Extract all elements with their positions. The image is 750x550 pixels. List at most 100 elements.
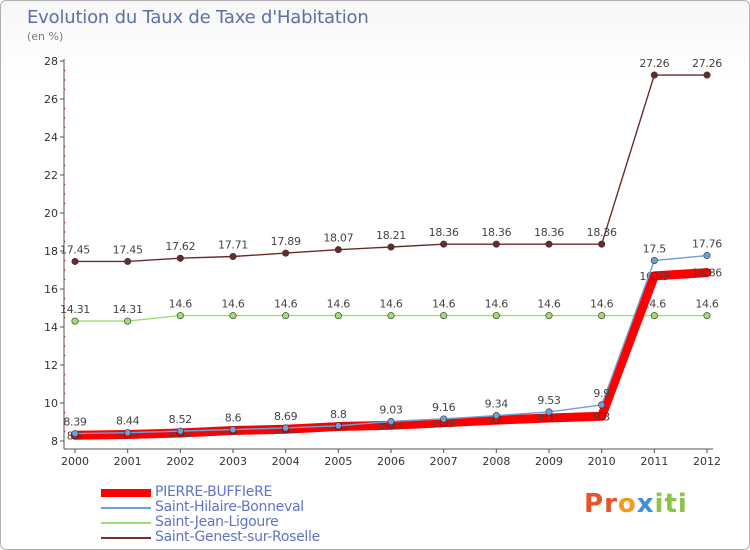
legend-swatch <box>101 537 151 539</box>
data-label-saint-genest-sur-roselle: 18.36 <box>587 226 617 239</box>
data-point-saint-hilaire-bonneval <box>282 424 290 432</box>
data-point-saint-hilaire-bonneval <box>650 256 658 264</box>
data-point-saint-jean-ligoure <box>71 317 79 325</box>
data-point-saint-jean-ligoure <box>650 312 658 320</box>
x-tick-label: 2009 <box>535 455 563 468</box>
y-minor-tick <box>63 278 66 281</box>
data-point-saint-jean-ligoure <box>703 312 711 320</box>
data-label-saint-hilaire-bonneval: 8.44 <box>116 415 140 428</box>
y-tick-label: 12 <box>44 359 58 372</box>
x-tick-label: 2002 <box>166 455 194 468</box>
data-point-saint-hilaire-bonneval <box>440 415 448 423</box>
legend-label: Saint-Hilaire-Bonneval <box>155 499 304 515</box>
data-label-saint-hilaire-bonneval: 8.69 <box>274 410 298 423</box>
data-label-saint-jean-ligoure: 14.31 <box>60 303 90 316</box>
y-minor-tick <box>63 373 66 376</box>
data-point-saint-genest-sur-roselle <box>650 71 658 79</box>
legend-label: Saint-Genest-sur-Roselle <box>155 529 320 545</box>
y-tick-label: 28 <box>44 55 58 68</box>
y-minor-tick <box>63 69 66 72</box>
data-point-saint-genest-sur-roselle <box>282 249 290 257</box>
legend-swatch <box>101 507 151 509</box>
legend-swatch <box>101 489 151 497</box>
data-point-saint-genest-sur-roselle <box>492 240 500 248</box>
data-label-pierre-buffiere: 16.69 <box>639 270 669 283</box>
proxiti-logo: Proxiti <box>584 489 688 519</box>
unit-label: (en %) <box>27 30 64 43</box>
y-minor-tick <box>63 307 66 309</box>
x-tick-label: 2010 <box>588 455 616 468</box>
data-label-saint-genest-sur-roselle: 17.89 <box>271 235 301 248</box>
data-label-saint-jean-ligoure: 14.6 <box>485 298 509 311</box>
y-tick-label: 18 <box>44 245 58 258</box>
y-minor-tick <box>63 421 66 423</box>
data-point-saint-hilaire-bonneval <box>703 252 711 260</box>
data-point-saint-hilaire-bonneval <box>71 430 79 438</box>
data-label-saint-hilaire-bonneval: 8.8 <box>330 408 347 421</box>
data-label-saint-genest-sur-roselle: 18.36 <box>429 226 459 239</box>
data-point-saint-genest-sur-roselle <box>176 254 184 262</box>
data-label-saint-genest-sur-roselle: 17.45 <box>60 243 90 256</box>
data-label-saint-hilaire-bonneval: 17.5 <box>643 243 667 256</box>
data-point-saint-genest-sur-roselle <box>229 253 237 261</box>
y-tick-label: 8 <box>51 435 58 448</box>
data-label-saint-jean-ligoure: 14.6 <box>274 298 298 311</box>
data-point-saint-genest-sur-roselle <box>387 243 395 251</box>
y-minor-tick <box>63 345 66 347</box>
data-label-saint-jean-ligoure: 14.6 <box>537 298 561 311</box>
legend-item-saint-hilaire-bonneval: Saint-Hilaire-Bonneval <box>101 499 401 515</box>
data-label-saint-hilaire-bonneval: 9.9 <box>593 387 610 400</box>
y-minor-tick <box>63 221 66 224</box>
x-tick-label: 2011 <box>640 455 668 468</box>
data-point-saint-hilaire-bonneval <box>545 408 553 416</box>
legend-swatch <box>101 522 151 524</box>
data-point-saint-hilaire-bonneval <box>387 417 395 425</box>
data-point-saint-hilaire-bonneval <box>492 412 500 420</box>
y-minor-tick <box>63 145 66 148</box>
y-minor-tick <box>63 335 66 338</box>
data-point-saint-hilaire-bonneval <box>124 429 132 437</box>
data-point-saint-jean-ligoure <box>334 312 342 320</box>
data-point-saint-jean-ligoure <box>492 312 500 320</box>
data-label-saint-jean-ligoure: 14.6 <box>432 298 456 311</box>
data-label-saint-hilaire-bonneval: 8.6 <box>225 412 242 425</box>
legend-item-saint-genest-sur-roselle: Saint-Genest-sur-Roselle <box>101 529 401 545</box>
data-point-saint-genest-sur-roselle <box>71 257 79 265</box>
y-minor-tick <box>63 117 66 119</box>
data-label-saint-genest-sur-roselle: 17.45 <box>113 243 143 256</box>
data-label-saint-jean-ligoure: 14.6 <box>221 298 245 311</box>
data-label-saint-jean-ligoure: 14.6 <box>695 298 719 311</box>
data-point-saint-genest-sur-roselle <box>334 246 342 254</box>
data-point-pierre-buffiere <box>703 268 711 277</box>
y-tick-label: 24 <box>44 131 58 144</box>
x-tick-label: 2012 <box>693 455 721 468</box>
data-label-saint-hilaire-bonneval: 9.03 <box>379 403 403 416</box>
y-minor-tick <box>63 269 66 271</box>
y-tick-label: 14 <box>44 321 58 334</box>
y-minor-tick <box>63 411 66 414</box>
data-label-saint-jean-ligoure: 14.6 <box>590 298 614 311</box>
data-label-pierre-buffiere: 16.86 <box>692 267 722 280</box>
data-point-saint-hilaire-bonneval <box>334 422 342 430</box>
y-minor-tick <box>63 88 66 91</box>
data-point-saint-jean-ligoure <box>124 317 132 325</box>
data-label-saint-jean-ligoure: 14.6 <box>169 298 193 311</box>
data-label-saint-genest-sur-roselle: 18.07 <box>323 232 353 245</box>
data-label-saint-hilaire-bonneval: 8.52 <box>169 413 192 426</box>
x-tick-label: 2003 <box>219 455 247 468</box>
y-minor-tick <box>63 297 66 300</box>
data-label-saint-jean-ligoure: 14.6 <box>327 298 351 311</box>
y-minor-tick <box>63 202 66 205</box>
data-point-saint-jean-ligoure <box>229 312 237 320</box>
x-tick-label: 2000 <box>61 455 89 468</box>
data-point-saint-jean-ligoure <box>598 312 606 320</box>
y-tick-label: 10 <box>44 397 58 410</box>
data-label-pierre-buffiere: 9.3 <box>593 410 610 423</box>
data-point-pierre-buffiere <box>650 271 659 280</box>
y-minor-tick <box>63 354 66 357</box>
x-tick-label: 2007 <box>430 455 458 468</box>
data-point-pierre-buffiere <box>597 412 606 421</box>
data-point-saint-genest-sur-roselle <box>545 240 553 248</box>
data-point-saint-hilaire-bonneval <box>229 426 237 434</box>
